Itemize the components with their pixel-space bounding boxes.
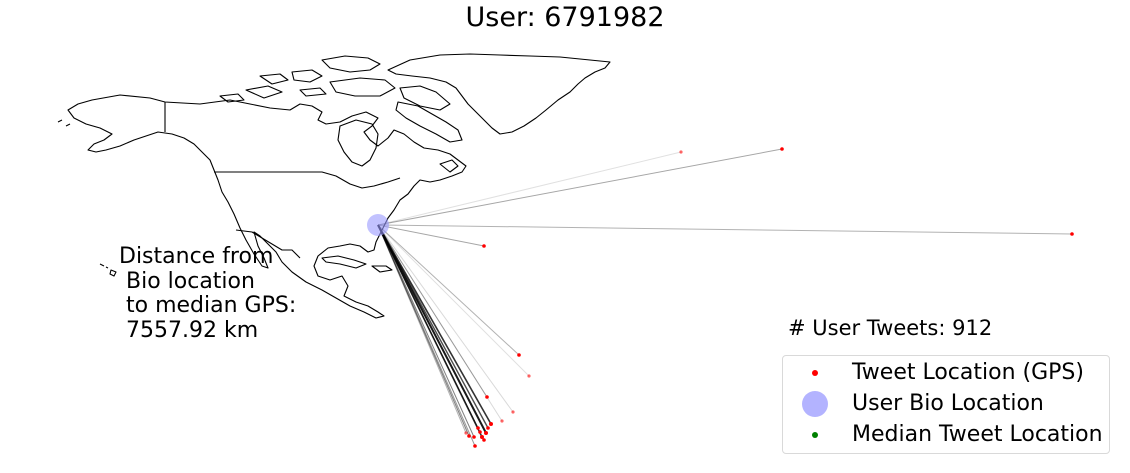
hudson-bay (337, 119, 379, 167)
hispaniola (371, 265, 393, 273)
tweet-point (485, 395, 489, 399)
connector-lines (377, 148, 1073, 447)
connector-line (377, 148, 783, 226)
cuba (321, 255, 367, 269)
connector-line (377, 224, 488, 398)
connector-line (377, 224, 489, 429)
connector-line (377, 224, 503, 422)
map-legend: Tweet Location (GPS) User Bio Location M… (782, 355, 1110, 454)
aleutian-islands (57, 119, 71, 127)
distance-annotation: Distance from Bio location to median GPS… (119, 244, 297, 343)
coastline-layer (57, 53, 611, 319)
tweet-point (480, 435, 484, 439)
tweet-point (486, 426, 490, 430)
connector-line (377, 224, 514, 413)
tweet-point (484, 431, 488, 435)
mainland-outline (67, 94, 467, 319)
connector-line (377, 224, 475, 438)
connector-line (377, 224, 485, 247)
tweet-points (464, 147, 1074, 448)
legend-entry-bio-location: User Bio Location (783, 389, 1109, 419)
tweet-point (473, 444, 477, 448)
connector-line (377, 224, 476, 447)
tweet-point (472, 435, 476, 439)
arctic-island-7 (219, 93, 245, 103)
map-title: User: 6791982 (465, 2, 665, 33)
newfoundland (439, 159, 459, 173)
connector-line (377, 224, 492, 425)
legend-entry-tweet-location: Tweet Location (GPS) (783, 358, 1109, 388)
legend-label: Median Tweet Location (852, 422, 1103, 447)
green-dot-icon (812, 432, 818, 438)
tweet-point (482, 438, 486, 442)
tweet-point (467, 434, 471, 438)
connector-line (377, 224, 530, 377)
tweet-point (482, 244, 486, 248)
tweet-point (780, 147, 784, 151)
tweet-count-label: # User Tweets: 912 (788, 316, 993, 340)
red-dot-icon (812, 370, 818, 376)
arctic-island-2 (291, 69, 323, 83)
us-canada-border (214, 171, 401, 189)
arctic-island-4 (259, 73, 289, 85)
legend-entry-median-location: Median Tweet Location (783, 420, 1109, 450)
arctic-island-1 (321, 55, 381, 73)
connector-line (377, 224, 467, 434)
tweet-point (1070, 232, 1074, 236)
bio-location-marker (367, 214, 389, 236)
arctic-island-6 (399, 85, 451, 111)
tweet-point (489, 422, 493, 426)
greenland-outline (387, 53, 611, 135)
blue-circle-icon (802, 391, 828, 417)
hawaii (99, 263, 117, 277)
baffin-island (395, 101, 463, 143)
tweet-point (476, 426, 480, 430)
tweet-point (464, 431, 468, 435)
connector-line (377, 224, 520, 356)
arctic-island-3 (329, 77, 396, 97)
tweet-point (517, 353, 521, 357)
connector-line (377, 224, 1073, 235)
connector-line (377, 224, 470, 437)
arctic-island-8 (299, 87, 327, 97)
us-mexico-border (235, 229, 301, 259)
legend-label: Tweet Location (GPS) (852, 360, 1084, 385)
tweet-point (679, 150, 683, 154)
tweet-point (511, 410, 515, 414)
connector-line (377, 224, 479, 429)
tweet-point (500, 419, 504, 423)
legend-label: User Bio Location (852, 391, 1044, 416)
tweet-point (527, 374, 531, 378)
tweet-point (478, 430, 482, 434)
arctic-island-5 (245, 85, 283, 99)
connector-line (377, 151, 682, 226)
